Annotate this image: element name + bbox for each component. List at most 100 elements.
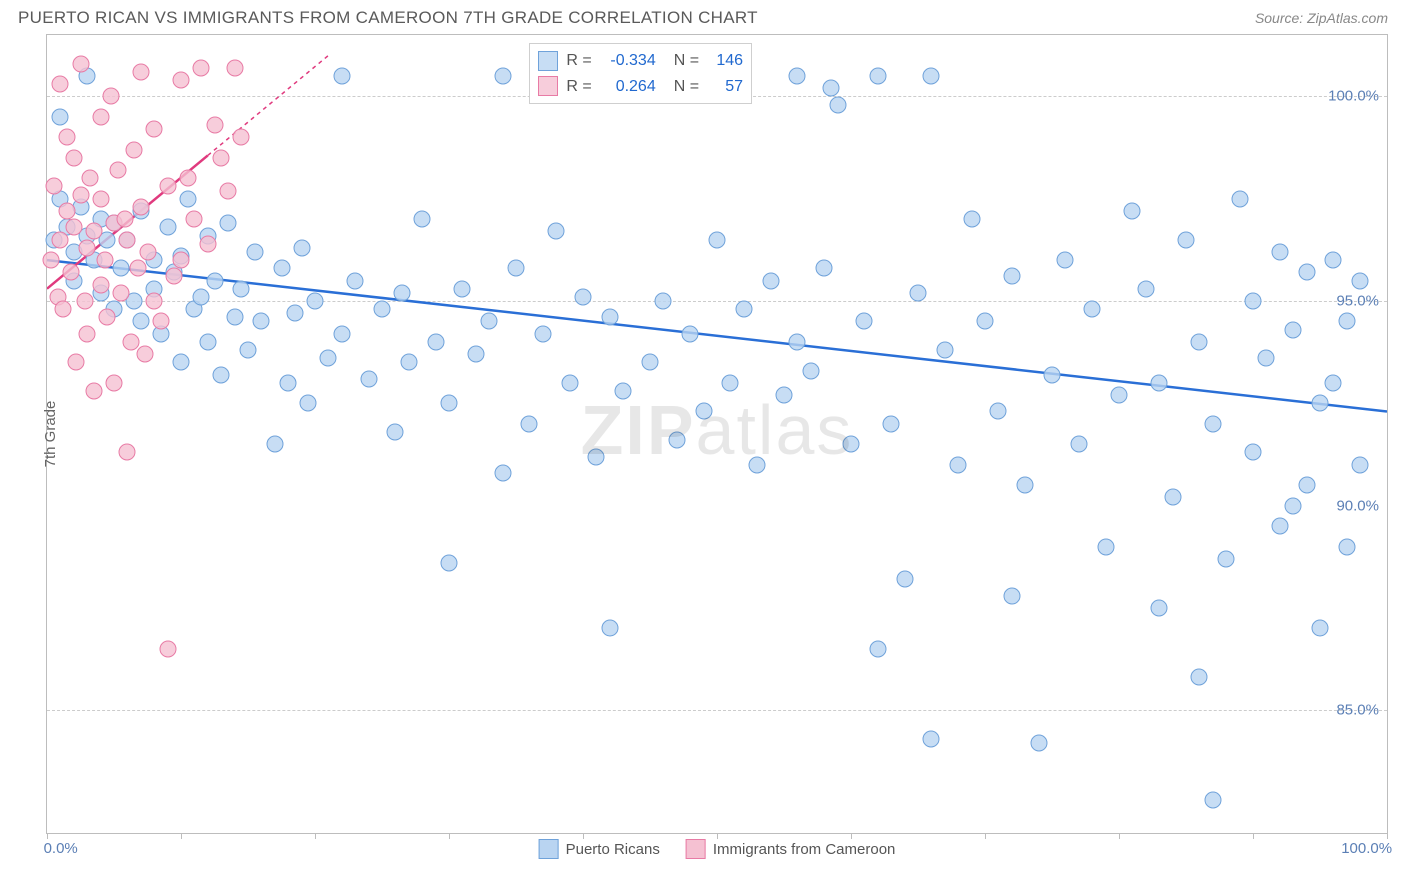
data-point (52, 231, 69, 248)
data-point (280, 374, 297, 391)
data-point (59, 129, 76, 146)
data-point (601, 309, 618, 326)
data-point (119, 444, 136, 461)
data-point (561, 374, 578, 391)
n-value: 146 (707, 48, 743, 74)
n-label: N = (674, 48, 699, 74)
data-point (990, 403, 1007, 420)
n-label: N = (674, 74, 699, 100)
data-point (126, 141, 143, 158)
data-point (333, 67, 350, 84)
data-point (1044, 366, 1061, 383)
data-point (816, 260, 833, 277)
data-point (1191, 333, 1208, 350)
data-point (199, 333, 216, 350)
data-point (72, 186, 89, 203)
legend-item: Puerto Ricans (539, 839, 660, 859)
data-point (213, 149, 230, 166)
data-point (923, 67, 940, 84)
data-point (735, 301, 752, 318)
stats-row: R =-0.334N =146 (538, 48, 743, 74)
x-tick-label: 100.0% (1341, 840, 1392, 857)
data-point (193, 59, 210, 76)
data-point (977, 313, 994, 330)
data-point (219, 215, 236, 232)
data-point (1017, 477, 1034, 494)
series-swatch (538, 51, 558, 71)
data-point (179, 190, 196, 207)
data-point (286, 305, 303, 322)
data-point (1204, 415, 1221, 432)
data-point (132, 313, 149, 330)
data-point (1178, 231, 1195, 248)
data-point (136, 346, 153, 363)
data-point (414, 211, 431, 228)
data-point (802, 362, 819, 379)
x-tick-label: 0.0% (44, 840, 78, 857)
data-point (655, 293, 672, 310)
data-point (132, 198, 149, 215)
data-point (43, 252, 60, 269)
data-point (159, 178, 176, 195)
data-point (548, 223, 565, 240)
data-point (173, 252, 190, 269)
x-tick (449, 833, 450, 839)
data-point (146, 293, 163, 310)
data-point (575, 288, 592, 305)
data-point (59, 202, 76, 219)
data-point (246, 243, 263, 260)
legend: Puerto Ricans Immigrants from Cameroon (539, 839, 896, 859)
legend-label: Immigrants from Cameroon (713, 841, 896, 858)
data-point (642, 354, 659, 371)
data-point (601, 620, 618, 637)
x-tick (47, 833, 48, 839)
data-point (668, 432, 685, 449)
data-point (103, 88, 120, 105)
data-point (789, 67, 806, 84)
data-point (1285, 497, 1302, 514)
data-point (1218, 550, 1235, 567)
data-point (454, 280, 471, 297)
data-point (1258, 350, 1275, 367)
data-point (1003, 587, 1020, 604)
data-point (173, 354, 190, 371)
data-point (695, 403, 712, 420)
data-point (1111, 387, 1128, 404)
r-label: R = (566, 48, 591, 74)
data-point (132, 63, 149, 80)
data-point (441, 554, 458, 571)
data-point (1298, 264, 1315, 281)
data-point (1312, 395, 1329, 412)
data-point (1325, 252, 1342, 269)
data-point (1325, 374, 1342, 391)
data-point (273, 260, 290, 277)
data-point (615, 383, 632, 400)
legend-swatch (686, 839, 706, 859)
data-point (1231, 190, 1248, 207)
data-point (233, 280, 250, 297)
chart-title: PUERTO RICAN VS IMMIGRANTS FROM CAMEROON… (18, 8, 758, 28)
data-point (1271, 518, 1288, 535)
data-point (387, 423, 404, 440)
data-point (65, 149, 82, 166)
data-point (293, 239, 310, 256)
legend-swatch (539, 839, 559, 859)
data-point (166, 268, 183, 285)
r-value: 0.264 (600, 74, 656, 100)
data-point (266, 436, 283, 453)
data-point (400, 354, 417, 371)
data-point (494, 67, 511, 84)
data-point (588, 448, 605, 465)
data-point (869, 640, 886, 657)
data-point (1084, 301, 1101, 318)
data-point (226, 309, 243, 326)
data-point (146, 121, 163, 138)
data-point (219, 182, 236, 199)
data-point (45, 178, 62, 195)
data-point (206, 272, 223, 289)
data-point (199, 235, 216, 252)
data-point (159, 640, 176, 657)
data-point (173, 72, 190, 89)
data-point (789, 333, 806, 350)
data-point (92, 276, 109, 293)
